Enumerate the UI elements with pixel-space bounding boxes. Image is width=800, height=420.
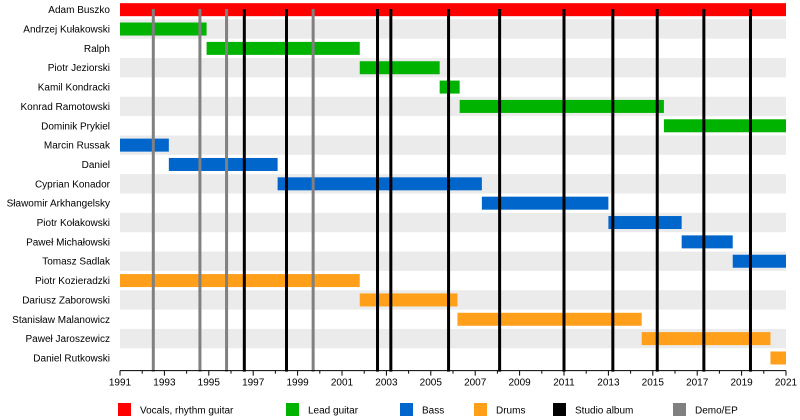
x-tick-label: 1995 [198,378,221,389]
member-label: Piotr Kozieradzki [35,276,110,287]
member-bar [732,254,786,268]
member-label: Cyprian Konador [35,179,111,190]
member-bar [277,177,482,191]
x-tick-label: 1993 [153,378,176,389]
legend-label: Studio album [575,406,633,417]
member-label: Marcin Russak [44,141,111,152]
member-label: Sławomir Arkhangelsky [7,199,110,210]
legend-label: Demo/EP [695,406,738,417]
x-tick-label: 2003 [375,378,398,389]
x-tick-label: 1997 [242,378,265,389]
row-stripe [120,251,786,271]
row-stripe [120,135,786,155]
member-bar [120,3,786,17]
row-stripe [120,96,786,117]
legend-swatch [474,403,487,416]
legend-swatch [553,403,566,416]
member-label: Stanisław Malanowicz [12,315,110,326]
row-stripe [120,19,786,39]
legend: Vocals, rhythm guitar Lead guitar Bass Drum… [118,403,738,417]
x-tick-label: 2011 [553,378,575,389]
x-tick-label: 2001 [331,378,354,389]
member-label: Adam Buszko [48,5,110,16]
member-label: Tomasz Sadlak [42,257,111,268]
member-bar [641,332,771,346]
member-label: Piotr Jeziorski [48,63,110,74]
x-tick-label: 2017 [686,378,709,389]
member-bar [120,138,169,152]
x-tick-label: 1999 [286,378,309,389]
member-bar [206,41,360,55]
member-bar [608,216,682,230]
event-lines [151,9,752,372]
legend-swatch [673,403,686,416]
member-label: Daniel Rutkowski [33,353,110,364]
member-labels: Adam Buszko Andrzej Kułakowski Ralph Piotr … [7,5,111,364]
member-bar [770,351,786,365]
member-label: Ralph [84,44,110,55]
member-bar [168,157,278,171]
member-bar [457,312,642,326]
member-label: Paweł Jaroszewicz [26,334,110,345]
x-tick-label: 1991 [109,378,132,389]
legend-label: Drums [496,406,525,417]
legend-swatch [400,403,413,416]
member-bar [681,235,733,249]
legend-swatch [286,403,299,416]
member-label: Paweł Michałowski [26,237,110,248]
member-bar [459,99,664,113]
member-label: Dominik Prykiel [41,121,110,132]
member-label: Andrzej Kułakowski [23,25,110,36]
legend-swatch [118,403,131,416]
x-axis: 1991 1993 1995 1997 1999 2001 2003 2005 2007 2009… [109,370,798,389]
member-bar [481,196,609,210]
member-label: Piotr Kołakowski [37,218,110,229]
member-label: Dariusz Zaborowski [22,295,110,306]
member-bar [663,119,786,133]
member-label: Konrad Ramotowski [21,102,110,113]
x-tick-label: 2013 [597,378,620,389]
member-bar [120,22,207,36]
member-bars [120,3,786,365]
member-bar [120,274,360,288]
legend-label: Vocals, rhythm guitar [140,406,234,417]
x-tick-label: 2015 [642,378,665,389]
member-label: Daniel [82,160,110,171]
x-tick-label: 2019 [730,378,753,389]
row-stripe [120,58,786,78]
member-bar [359,293,458,307]
row-stripe [120,212,786,233]
legend-label: Lead guitar [308,406,359,417]
legend-label: Bass [422,406,444,417]
x-tick-label: 2009 [508,378,531,389]
x-tick-label: 2021 [775,378,798,389]
member-bar [359,61,440,75]
x-tick-label: 2007 [464,378,487,389]
x-tick-label: 2005 [420,378,443,389]
member-label: Kamil Kondracki [38,83,110,94]
